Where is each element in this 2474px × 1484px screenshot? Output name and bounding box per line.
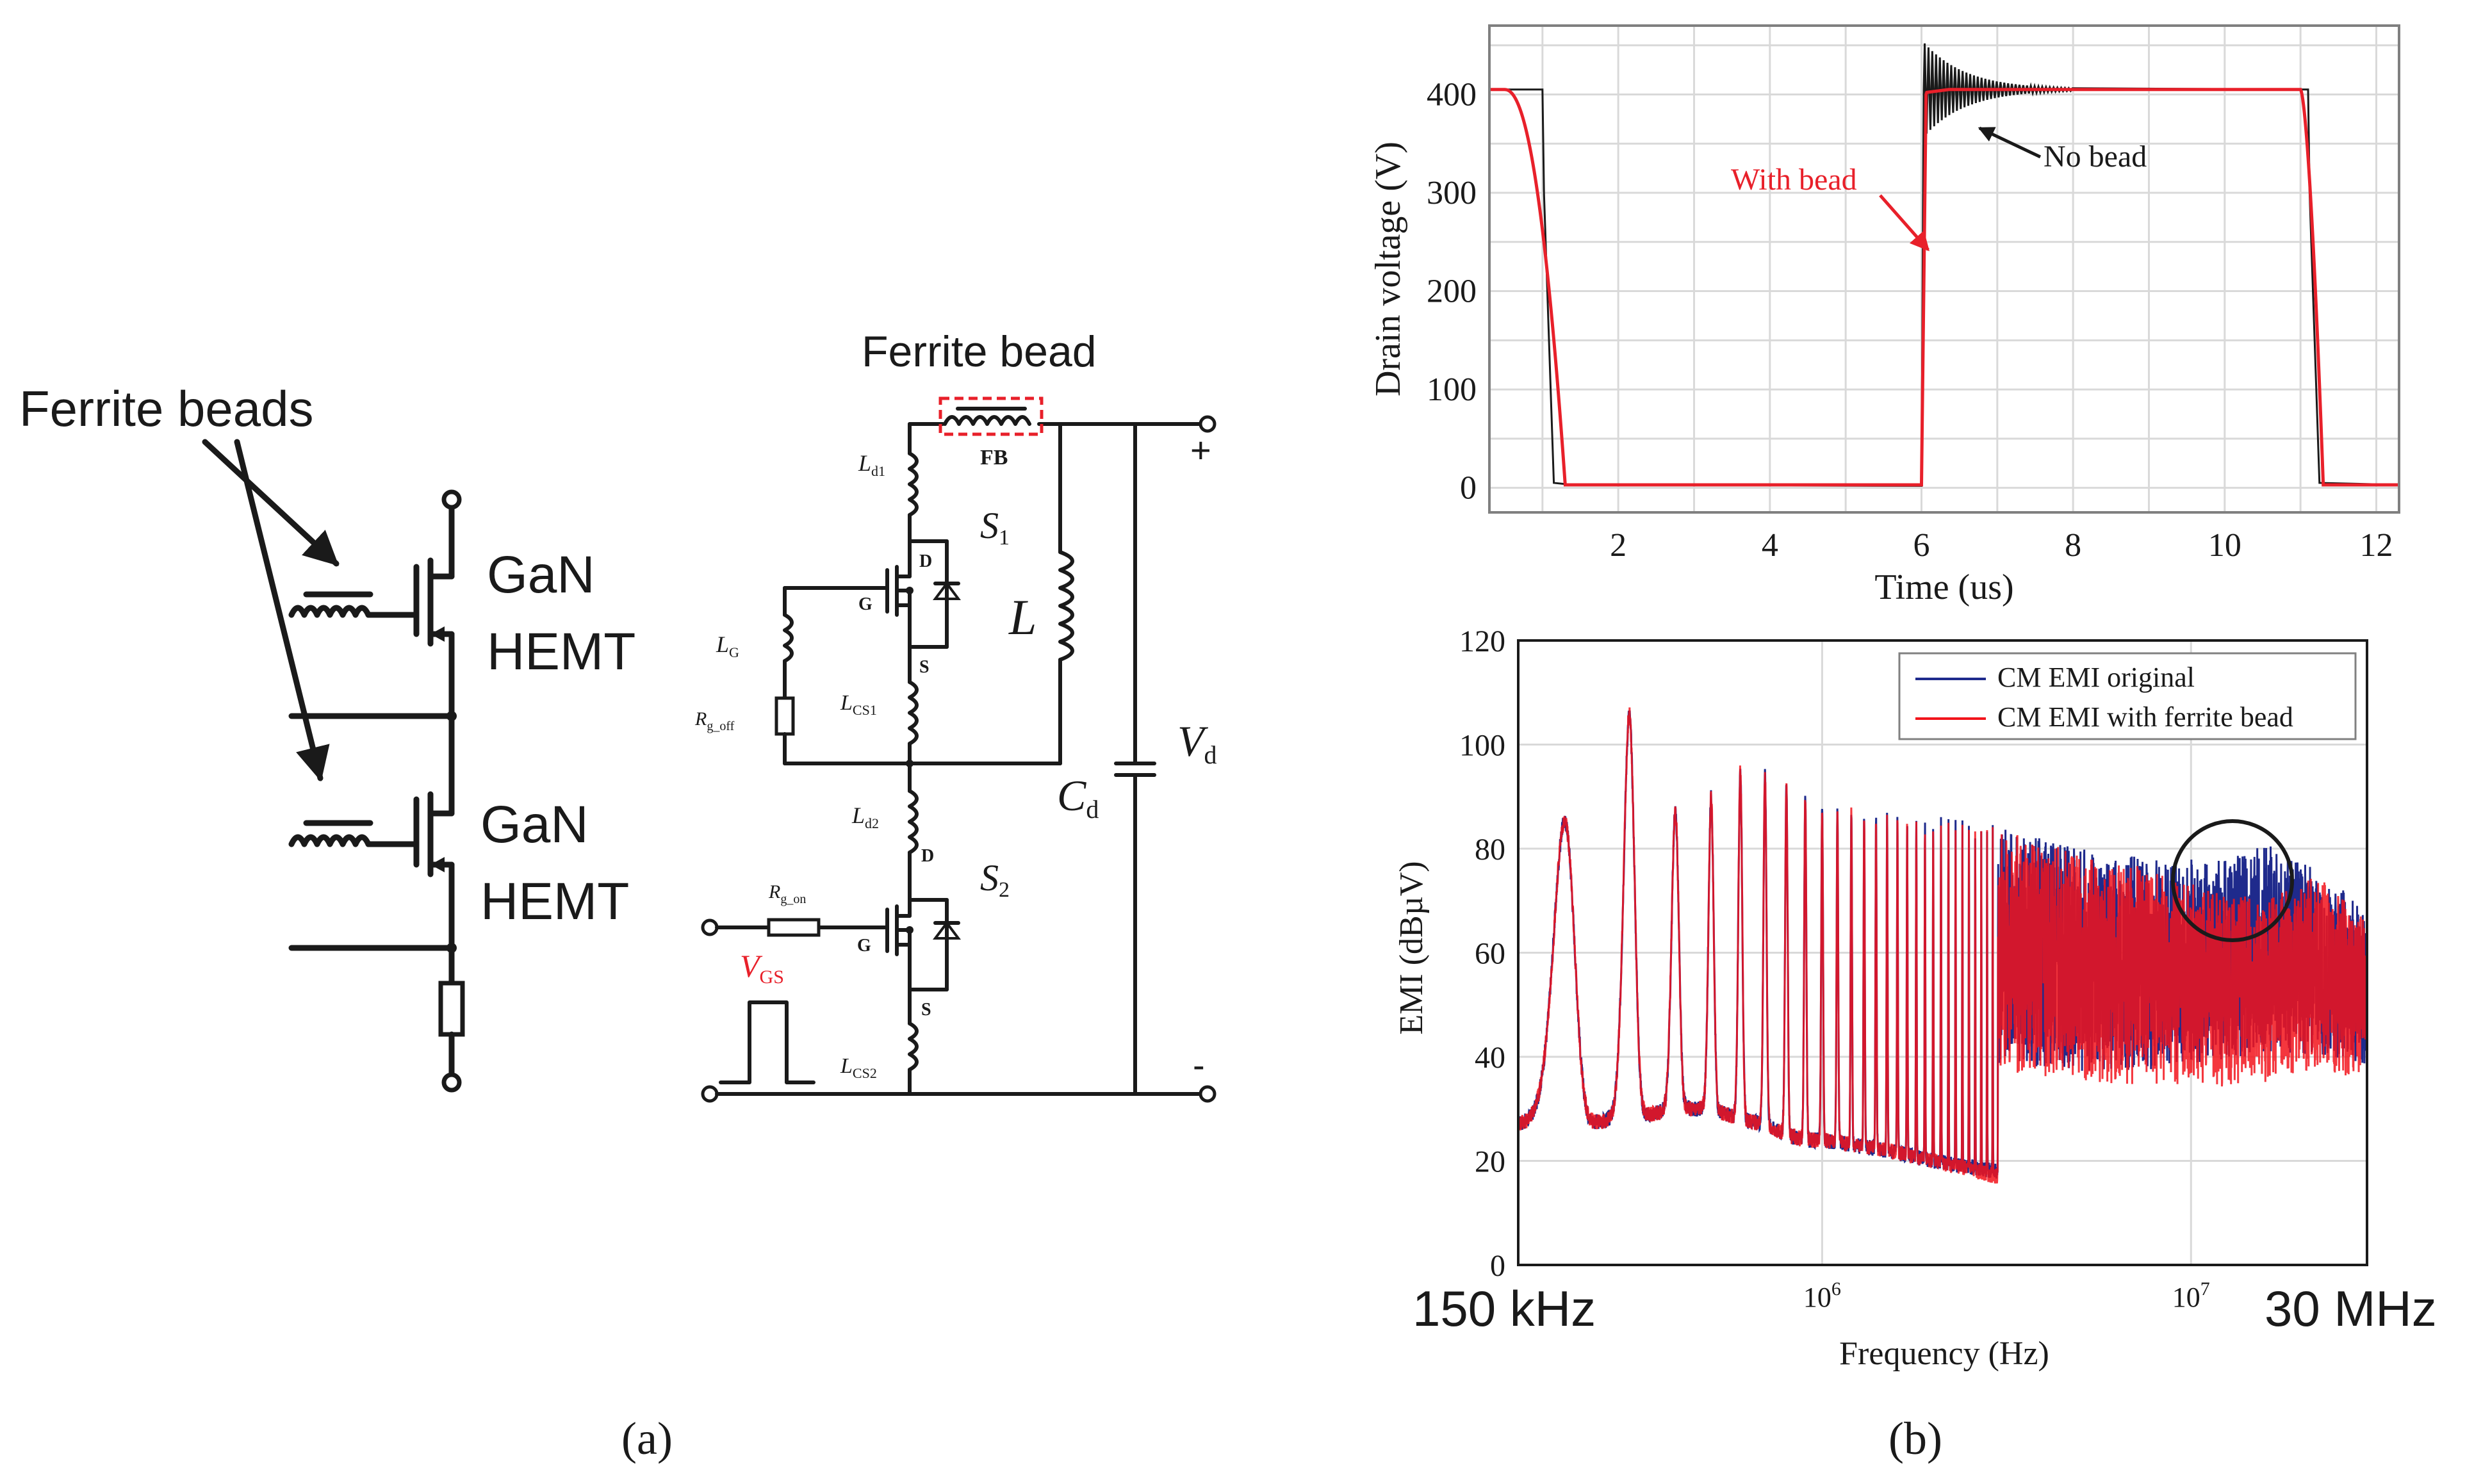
s1-label: S1 — [980, 505, 1010, 550]
freq-150khz-note: 150 kHz — [1413, 1280, 1596, 1337]
bottom-device-label-line2: HEMT — [480, 872, 629, 931]
bottom-ferrite-bead-icon — [288, 820, 420, 847]
voltage-y-tick-label: 300 — [1427, 175, 1477, 211]
left-circuit: Ferrite beads GaN HEMT — [19, 380, 635, 1093]
emi-ticks: 0 20 40 60 80 100 120 106 107 — [1459, 624, 2210, 1313]
vd-label: Vd — [1177, 717, 1217, 769]
s2-label: S2 — [980, 857, 1010, 902]
s1-mosfet-icon — [783, 539, 961, 649]
top-device-label-line2: HEMT — [487, 623, 635, 681]
emi-y-tick-label: 40 — [1475, 1041, 1505, 1075]
top-ferrite-bead-icon — [288, 591, 420, 618]
vgs-pulse-icon — [719, 1000, 815, 1084]
emi-series — [1518, 707, 2367, 1184]
emi-x-tick-label: 106 — [1803, 1278, 1841, 1313]
panel-b-caption: (b) — [1888, 1413, 1942, 1464]
top-device-label-line1: GaN — [487, 546, 595, 604]
voltage-ticks: 2 4 6 8 10 12 0 100 200 300 400 — [1427, 76, 2393, 564]
emi-ferrite-series-line — [1518, 707, 2367, 1184]
rg-on-label: Rg_on — [768, 881, 806, 906]
rg-off-resistor-icon — [774, 696, 795, 736]
voltage-x-tick-label: 12 — [2360, 527, 2393, 564]
arrow-to-top-bead — [202, 439, 340, 567]
rg-on-resistor-icon — [767, 918, 821, 937]
emi-y-tick-label: 100 — [1459, 729, 1505, 763]
voltage-y-tick-label: 400 — [1427, 76, 1477, 113]
l-main-label: L — [1008, 589, 1036, 645]
emi-legend: CM EMI original CM EMI with ferrite bead — [1898, 652, 2357, 740]
g1-label: G — [858, 594, 872, 614]
plus-terminal-label: + — [1190, 430, 1211, 470]
voltage-x-axis-label: Time (us) — [1874, 567, 2013, 607]
bottom-gan-hemt-icon — [413, 791, 455, 951]
emi-y-tick-label: 120 — [1459, 624, 1505, 658]
right-circuit: Ferrite bead FB + Ld1 — [694, 327, 1217, 1103]
with-bead-label: With bead — [1731, 163, 1857, 197]
emi-plot-frame — [1517, 639, 2368, 1266]
minus-terminal-label: - — [1193, 1045, 1205, 1085]
cd-label: Cd — [1057, 771, 1099, 824]
panel-a-caption: (a) — [621, 1413, 673, 1464]
s2-source-label: S — [921, 1000, 931, 1020]
top-gan-hemt-icon — [413, 489, 462, 719]
vgs-label: VGS — [740, 948, 784, 988]
g2-label: G — [857, 936, 871, 956]
fb-bead-icon — [943, 407, 1031, 426]
fb-label: FB — [980, 446, 1008, 469]
ld2-label: Ld2 — [851, 803, 879, 831]
voltage-x-tick-label: 10 — [2208, 527, 2241, 564]
drain-voltage-chart: 2 4 6 8 10 12 0 100 200 300 400 Time (us) Drain vo… — [1368, 24, 2400, 607]
ferrite-beads-annotation: Ferrite beads — [19, 380, 314, 437]
emi-y-tick-label: 80 — [1475, 833, 1505, 867]
voltage-x-tick-label: 8 — [2065, 527, 2081, 564]
voltage-x-tick-label: 4 — [1762, 527, 1778, 564]
emi-y-tick-label: 0 — [1490, 1249, 1505, 1283]
d2-label: D — [921, 846, 934, 866]
legend-original-label: CM EMI original — [1997, 662, 2195, 693]
ld1-label: Ld1 — [858, 450, 885, 479]
emi-y-axis-label: EMI (dBµV) — [1393, 861, 1430, 1034]
emi-peak-circle — [2171, 819, 2294, 942]
no-bead-annotation: No bead — [1978, 126, 2147, 174]
emi-chart: 0 20 40 60 80 100 120 106 107 CM EMI original CM… — [1393, 624, 2437, 1372]
shunt-resistor-icon — [438, 981, 465, 1037]
voltage-y-tick-label: 100 — [1427, 371, 1477, 408]
lcs2-label: LCS2 — [840, 1054, 877, 1081]
rg-off-label: Rg_off — [694, 708, 735, 733]
fb-highlight-box — [938, 396, 1044, 436]
freq-30mhz-note: 30 MHz — [2265, 1280, 2437, 1337]
emi-y-tick-label: 60 — [1475, 937, 1505, 971]
emi-x-axis-label: Frequency (Hz) — [1839, 1335, 2049, 1372]
lg-label: LG — [716, 632, 739, 660]
no-bead-series-line — [1489, 43, 2399, 487]
ferrite-bead-annotation: Ferrite bead — [862, 327, 1097, 376]
with-bead-series-line — [1489, 88, 2399, 487]
lcs1-label: LCS1 — [840, 691, 877, 718]
emi-x-tick-label: 107 — [2172, 1278, 2210, 1313]
voltage-x-tick-label: 6 — [1913, 527, 1930, 564]
voltage-y-tick-label: 0 — [1460, 470, 1477, 507]
s2-mosfet-icon — [817, 898, 961, 991]
legend-ferrite-label: CM EMI with ferrite bead — [1997, 701, 2293, 733]
with-bead-annotation: With bead — [1731, 163, 1929, 252]
voltage-series — [1489, 43, 2399, 487]
d1-label: D — [919, 551, 932, 571]
voltage-y-tick-label: 200 — [1427, 273, 1477, 310]
bottom-device-label-line1: GaN — [480, 795, 589, 854]
voltage-y-axis-label: Drain voltage (V) — [1368, 142, 1408, 396]
voltage-x-tick-label: 2 — [1610, 527, 1626, 564]
voltage-grid — [1489, 26, 2399, 512]
s1-source-label: S — [919, 657, 930, 677]
arrow-to-bottom-bead — [234, 439, 330, 782]
no-bead-label: No bead — [2044, 140, 2147, 174]
emi-y-tick-label: 20 — [1475, 1145, 1505, 1179]
voltage-plot-frame — [1488, 24, 2400, 514]
